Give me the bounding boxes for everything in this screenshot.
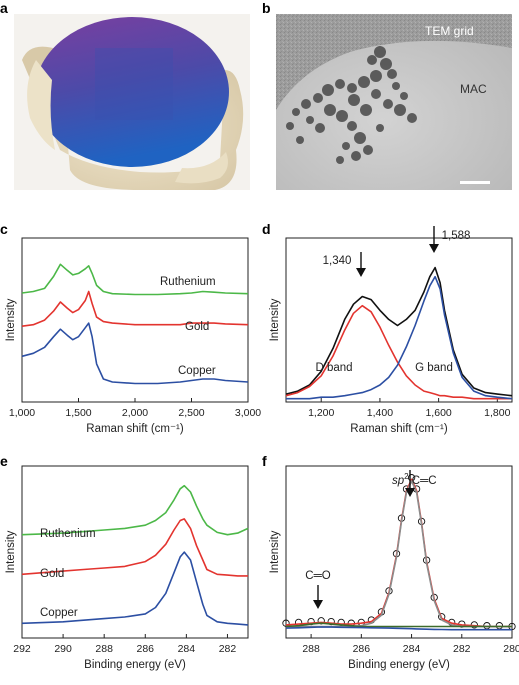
label-d-band: D band	[315, 362, 352, 374]
chart-panel-f: 288 286 284 282 280 Binding energy (eV) Intens…	[269, 465, 519, 671]
arrow-head-1340-icon	[356, 268, 366, 277]
peak-label-1340: 1,340	[323, 255, 352, 267]
series-line-copper	[21, 551, 249, 626]
x-tick-label: 286	[353, 643, 371, 655]
chart-panel-e: 292 290 288 286 284 282 Binding energy (eV) Int…	[5, 465, 249, 671]
panel-label-e: e	[0, 453, 8, 469]
panel-b-tem: TEM grid MAC	[276, 14, 512, 190]
plot-frame	[21, 465, 249, 639]
x-tick-label: 2,500	[178, 407, 204, 419]
mac-aggregate	[286, 46, 417, 164]
arrow-head-c-o-icon	[313, 600, 323, 609]
x-tick-label: 292	[13, 643, 31, 655]
wafer	[35, 17, 229, 167]
x-tick-label: 284	[403, 643, 421, 655]
x-tick-label: 1,400	[367, 407, 393, 419]
label-gold: Gold	[40, 568, 64, 580]
tem-grid-label: TEM grid	[425, 24, 474, 38]
x-tick-label: 1,200	[308, 407, 334, 419]
x-axis-label: Raman shift (cm⁻¹)	[86, 423, 184, 435]
x-tick-label: 2,000	[122, 407, 148, 419]
peak-label-sp2: sp2 C═C	[392, 472, 437, 487]
x-tick-label: 1,800	[484, 407, 510, 419]
series-line-ruthenium	[21, 263, 249, 296]
x-tick-label: 286	[137, 643, 155, 655]
tem-grid-region	[276, 14, 512, 110]
label-c-o: C═O	[305, 570, 330, 582]
x-tick-label: 282	[453, 643, 471, 655]
series-line-gold	[21, 290, 249, 327]
cc-text: C═C	[409, 475, 437, 487]
sp-text: sp	[392, 475, 405, 487]
label-copper: Copper	[178, 365, 216, 377]
y-axis-label: Intensity	[269, 298, 281, 341]
x-tick-label: 282	[219, 643, 237, 655]
series-line-c-o	[285, 622, 512, 628]
series-line-g-band	[286, 275, 513, 400]
arrow-head-1588-icon	[429, 244, 439, 253]
x-tick-label: 290	[54, 643, 72, 655]
fingers	[175, 152, 228, 184]
x-tick-label: 284	[178, 643, 196, 655]
plot-frame	[285, 237, 513, 403]
peak-label-1588: 1,588	[442, 230, 471, 242]
arrow-head-sp2-icon	[405, 488, 415, 497]
panel-label-a: a	[0, 0, 8, 16]
superscript-2: 2	[404, 472, 409, 481]
scale-bar	[460, 181, 490, 184]
chart-panel-c: 1,000 1,500 2,000 2,500 3,000 Raman shift (cm…	[5, 237, 261, 435]
label-ruthenium: Ruthenium	[160, 276, 216, 288]
series-line-total	[285, 266, 513, 397]
series-line-ruthenium	[21, 484, 249, 536]
panel-label-f: f	[262, 453, 267, 469]
label-g-band: G band	[415, 362, 453, 374]
chart-panel-d: 1,200 1,400 1,600 1,800 Raman shift (cm⁻¹) In…	[269, 226, 513, 435]
panel-label-d: d	[262, 221, 271, 237]
series-line-gold	[21, 518, 248, 577]
x-axis-label: Binding energy (eV)	[84, 659, 186, 671]
plot-frame	[21, 237, 249, 403]
label-gold: Gold	[185, 321, 209, 333]
mac-label: MAC	[460, 82, 487, 96]
wafer-film-square	[95, 48, 173, 120]
x-tick-label: 288	[302, 643, 320, 655]
x-axis-label: Binding energy (eV)	[348, 659, 450, 671]
x-tick-label: 1,000	[9, 407, 35, 419]
y-axis-label: Intensity	[5, 298, 17, 341]
x-tick-label: 280	[503, 643, 519, 655]
plot-frame	[285, 465, 513, 639]
x-tick-label: 3,000	[235, 407, 261, 419]
panel-a-photo	[14, 14, 250, 191]
x-tick-label: 288	[95, 643, 113, 655]
thumb	[27, 60, 55, 150]
x-axis-label: Raman shift (cm⁻¹)	[350, 423, 448, 435]
x-tick-label: 1,500	[65, 407, 91, 419]
series-line-copper	[21, 322, 249, 385]
series-line-baseline	[285, 626, 512, 631]
panel-label-c: c	[0, 221, 8, 237]
label-ruthenium: Ruthenium	[40, 528, 96, 540]
x-tick-label: 1,600	[425, 407, 451, 419]
panel-label-b: b	[262, 0, 271, 16]
y-axis-label: Intensity	[5, 530, 17, 573]
series-line-d-band	[285, 304, 512, 400]
y-axis-label: Intensity	[269, 530, 281, 573]
label-copper: Copper	[40, 607, 78, 619]
